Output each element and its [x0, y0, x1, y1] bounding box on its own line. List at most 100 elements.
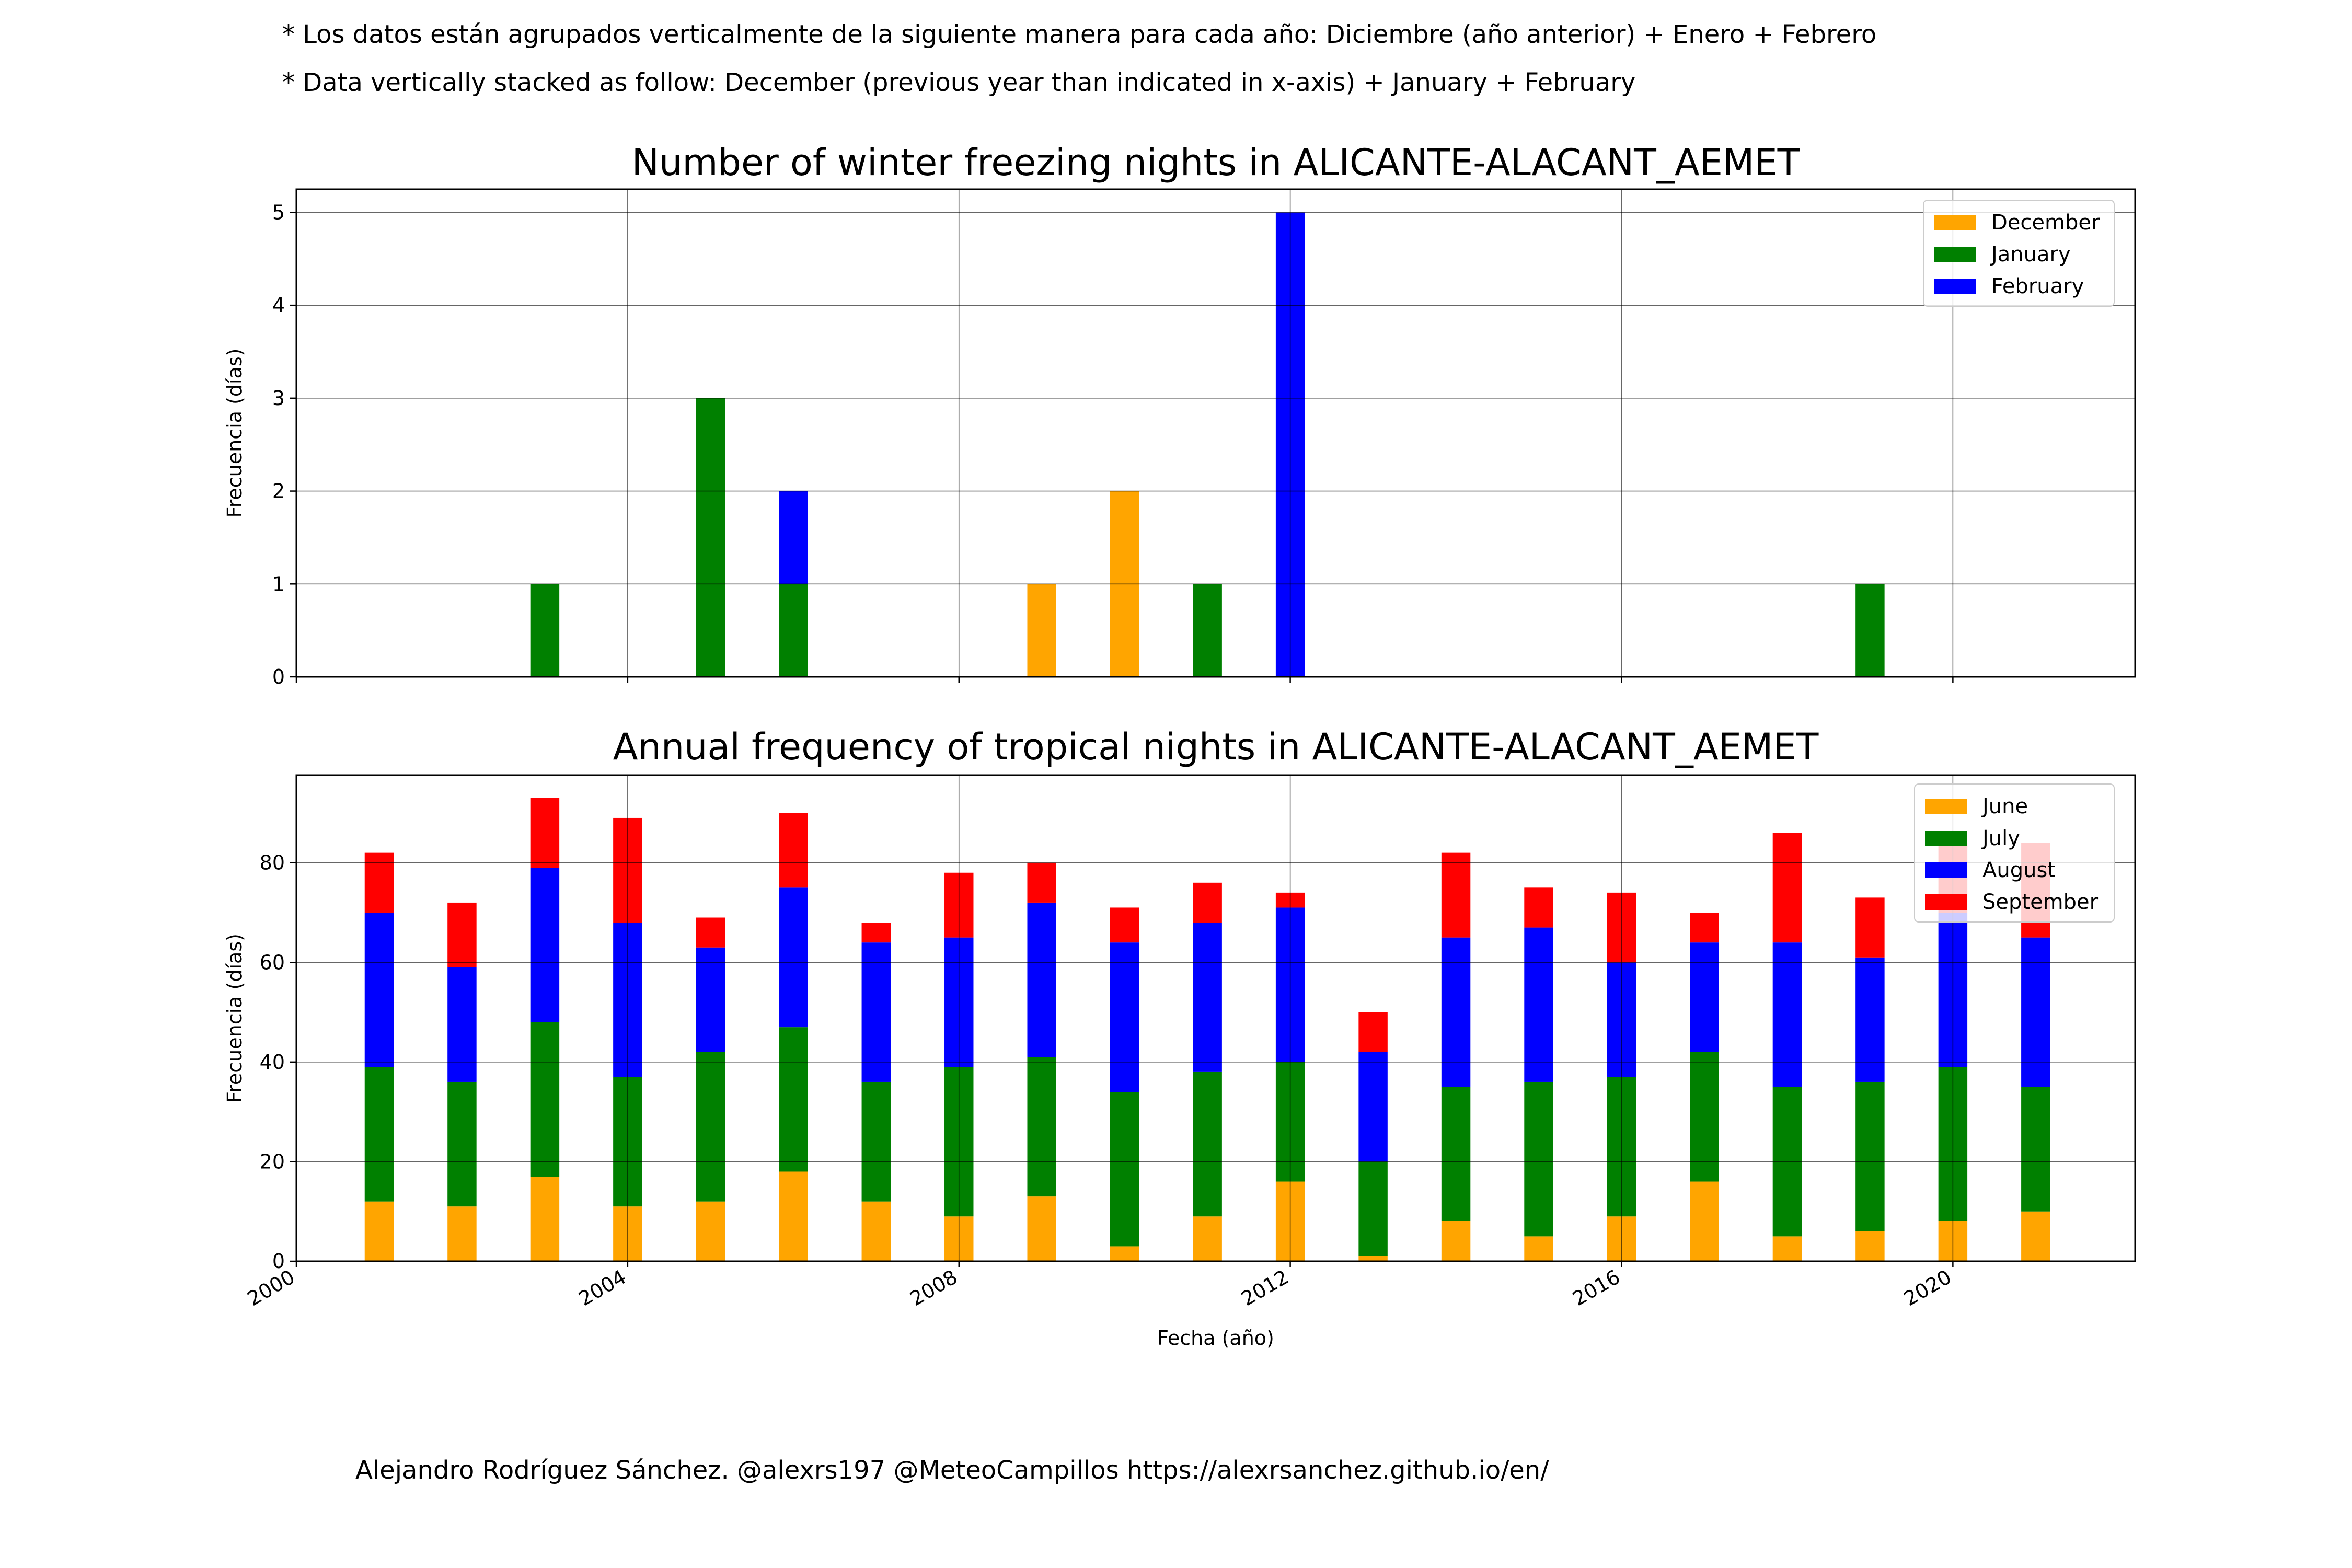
bar-january-2011 — [1193, 584, 1222, 677]
bar-july-2015 — [1524, 1081, 1553, 1237]
bar-june-2005 — [696, 1201, 725, 1261]
legend-label-june: June — [1981, 794, 2028, 818]
x-tick-label: 2000 — [244, 1265, 299, 1310]
bar-july-2019 — [1855, 1081, 1885, 1231]
legend-swatch-august — [1925, 862, 1967, 878]
bar-august-2007 — [861, 942, 891, 1082]
bar-december-2009 — [1027, 584, 1056, 677]
legend-swatch-june — [1925, 799, 1967, 814]
bar-september-2005 — [696, 917, 725, 948]
chart-title: Annual frequency of tropical nights in A… — [613, 725, 1819, 768]
bar-january-2019 — [1855, 584, 1885, 677]
legend-swatch-september — [1925, 894, 1967, 910]
legend-label-august: August — [1982, 858, 2056, 882]
bar-august-2013 — [1358, 1052, 1388, 1162]
bar-september-2015 — [1524, 887, 1553, 928]
bar-september-2019 — [1855, 897, 1885, 958]
legend-label-january: January — [1990, 243, 2071, 267]
y-axis-label: Frecuencia (días) — [223, 933, 246, 1103]
legend-label-september: September — [1982, 890, 2099, 914]
legend-swatch-july — [1925, 831, 1967, 846]
x-tick-label: 2016 — [1569, 1265, 1624, 1310]
y-tick-label: 20 — [260, 1150, 285, 1173]
bar-september-2011 — [1193, 882, 1222, 923]
legend-box — [1914, 783, 2115, 923]
bar-july-2010 — [1110, 1092, 1139, 1247]
bar-january-2005 — [696, 398, 725, 677]
bar-august-2009 — [1027, 902, 1056, 1057]
bar-june-2009 — [1027, 1196, 1056, 1261]
bar-august-2003 — [530, 868, 560, 1022]
bar-july-2001 — [364, 1067, 394, 1202]
bar-september-2001 — [364, 852, 394, 913]
bar-august-2017 — [1690, 942, 1719, 1052]
x-axis-label: Fecha (año) — [1157, 1327, 1274, 1350]
bar-august-2005 — [696, 947, 725, 1052]
bar-june-2011 — [1193, 1216, 1222, 1261]
bar-august-2010 — [1110, 942, 1139, 1092]
y-tick-label: 80 — [260, 851, 285, 874]
bar-june-2007 — [861, 1201, 891, 1261]
y-tick-label: 0 — [272, 665, 285, 688]
y-tick-label: 0 — [272, 1250, 285, 1273]
bar-august-2001 — [364, 912, 394, 1067]
bar-june-2006 — [779, 1171, 808, 1261]
bar-june-2001 — [364, 1201, 394, 1261]
bar-september-2007 — [861, 923, 891, 943]
bar-september-2014 — [1441, 852, 1471, 938]
note-spanish: * Los datos están agrupados verticalment… — [282, 20, 1877, 49]
bar-january-2006 — [779, 584, 808, 677]
author-credit: Alejandro Rodríguez Sánchez. @alexrs197 … — [355, 1456, 1549, 1485]
bar-september-2006 — [779, 813, 808, 888]
bar-july-2009 — [1027, 1057, 1056, 1197]
bar-august-2002 — [447, 967, 477, 1082]
chart-title: Number of winter freezing nights in ALIC… — [632, 141, 1800, 184]
legend-swatch-january — [1934, 247, 1976, 262]
bar-august-2011 — [1193, 923, 1222, 1072]
bar-july-2006 — [779, 1027, 808, 1172]
y-tick-label: 60 — [260, 951, 285, 974]
y-tick-label: 3 — [272, 387, 285, 410]
bar-august-2014 — [1441, 937, 1471, 1087]
bar-june-2002 — [447, 1206, 477, 1261]
bar-june-2017 — [1690, 1181, 1719, 1261]
bar-september-2017 — [1690, 912, 1719, 943]
bar-july-2007 — [861, 1081, 891, 1202]
bar-june-2010 — [1110, 1246, 1139, 1261]
bar-july-2021 — [2021, 1087, 2050, 1212]
y-tick-label: 5 — [272, 201, 285, 224]
y-tick-label: 1 — [272, 572, 285, 595]
legend-swatch-february — [1934, 279, 1976, 294]
y-tick-label: 2 — [272, 480, 285, 503]
bar-january-2003 — [530, 584, 560, 677]
x-tick-label: 2020 — [1900, 1265, 1955, 1310]
legend-swatch-december — [1934, 215, 1976, 230]
bar-june-2019 — [1855, 1231, 1885, 1261]
x-tick-label: 2008 — [906, 1265, 961, 1310]
bar-june-2015 — [1524, 1236, 1553, 1261]
legend: December January February — [1923, 200, 2115, 307]
freezing-nights-chart: Number of winter freezing nights in ALIC… — [223, 141, 2136, 688]
bar-june-2013 — [1358, 1256, 1388, 1261]
legend-label-july: July — [1981, 826, 2020, 850]
bar-june-2014 — [1441, 1221, 1471, 1261]
plot-frame — [295, 774, 2136, 1262]
bar-september-2010 — [1110, 907, 1139, 943]
bar-july-2017 — [1690, 1052, 1719, 1182]
bar-august-2006 — [779, 887, 808, 1028]
bar-september-2002 — [447, 902, 477, 967]
x-tick-label: 2012 — [1237, 1265, 1293, 1310]
legend-label-february: February — [1991, 274, 2084, 298]
bar-july-2003 — [530, 1022, 560, 1177]
bar-july-2005 — [696, 1052, 725, 1202]
x-tick-label: 2004 — [575, 1265, 630, 1310]
bar-june-2021 — [2021, 1211, 2050, 1261]
bar-june-2018 — [1772, 1236, 1802, 1261]
bar-august-2021 — [2021, 937, 2050, 1087]
legend-label-december: December — [1991, 211, 2100, 235]
bar-february-2006 — [779, 491, 808, 584]
bar-august-2019 — [1855, 957, 1885, 1082]
tropical-nights-chart: Annual frequency of tropical nights in A… — [223, 725, 2136, 1350]
y-tick-label: 4 — [272, 294, 285, 317]
